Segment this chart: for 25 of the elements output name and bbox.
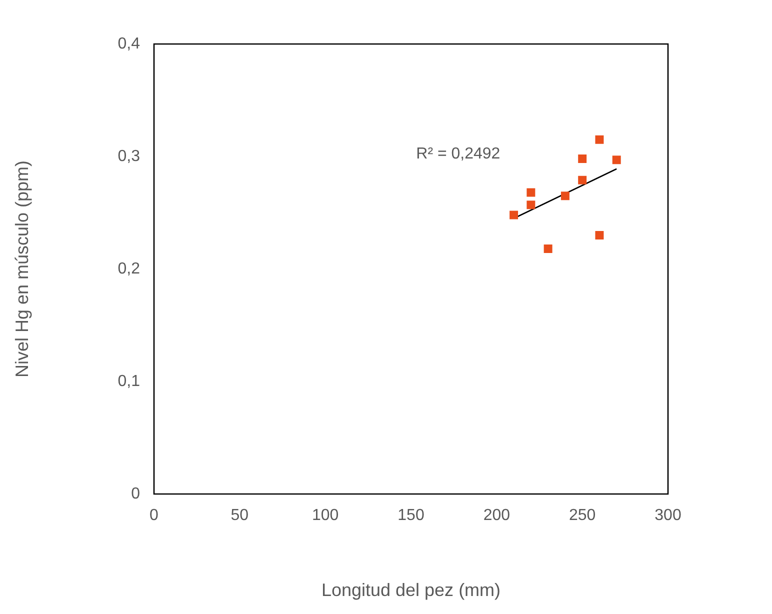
point xyxy=(560,192,570,200)
point xyxy=(578,176,587,184)
point xyxy=(578,154,587,163)
x-tick-label: 0 xyxy=(150,507,159,524)
point xyxy=(510,210,518,220)
y-tick-label: 0,4 xyxy=(118,35,140,52)
x-tick-label: 300 xyxy=(654,507,682,524)
annotation: R² = 0,2492 xyxy=(416,146,500,163)
point xyxy=(526,188,536,197)
x-tick-label: 150 xyxy=(398,507,424,524)
y-tick-label: 0,3 xyxy=(118,148,140,165)
point xyxy=(595,135,604,144)
y-axis-title: Nivel Hg en músculo (ppm) xyxy=(12,160,32,378)
y-tick-label: 0,2 xyxy=(118,260,140,278)
x-tick-label: 100 xyxy=(312,507,339,524)
point xyxy=(612,156,621,164)
y-tick-label: 0 xyxy=(131,485,140,502)
x-tick-label: 250 xyxy=(568,507,596,524)
x-tick-label: 200 xyxy=(483,507,510,524)
point xyxy=(544,244,552,253)
x-tick-label: 50 xyxy=(230,507,249,524)
x-axis-title: Longitud del pez (mm) xyxy=(321,580,501,600)
point xyxy=(526,200,536,210)
point xyxy=(595,231,604,240)
y-tick-label: 0,1 xyxy=(118,372,140,390)
